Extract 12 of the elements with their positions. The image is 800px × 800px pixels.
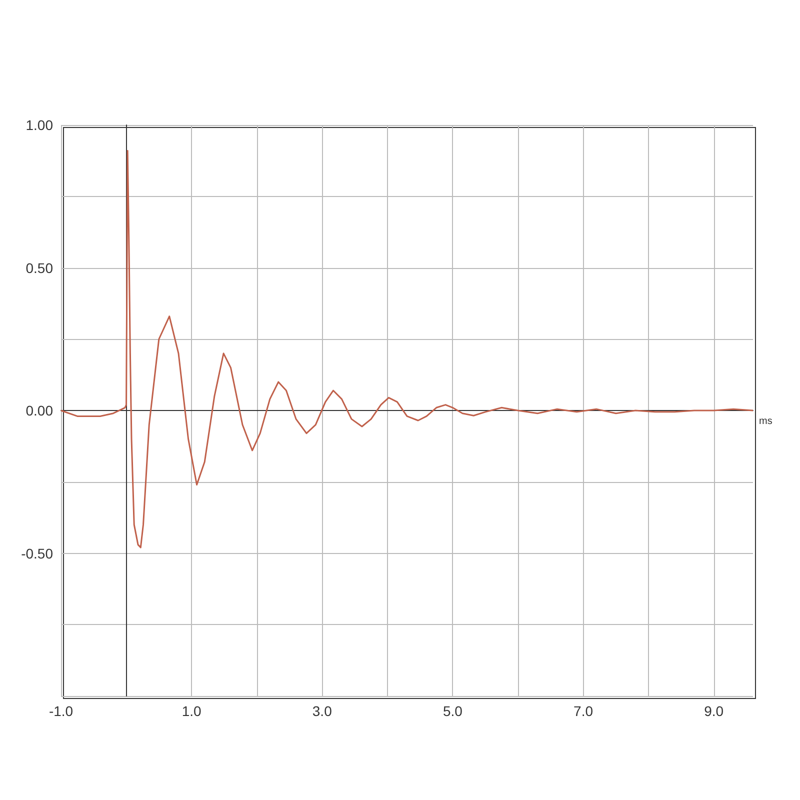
x-tick-label: 3.0 [312, 703, 332, 719]
y-tick-label: 0.00 [26, 402, 54, 418]
y-tick-label: 0.50 [26, 260, 54, 276]
x-tick-label: -1.0 [48, 703, 74, 719]
x-tick-label: 1.0 [182, 703, 202, 719]
y-tick-label: 1.00 [26, 117, 54, 133]
x-axis-title: ms [759, 416, 772, 427]
x-tick-label: 9.0 [704, 703, 724, 719]
y-tick-label: -0.50 [21, 545, 54, 562]
x-tick-label: 5.0 [442, 703, 463, 719]
line-series [60, 150, 754, 548]
x-tick-label: 7.0 [574, 703, 594, 719]
